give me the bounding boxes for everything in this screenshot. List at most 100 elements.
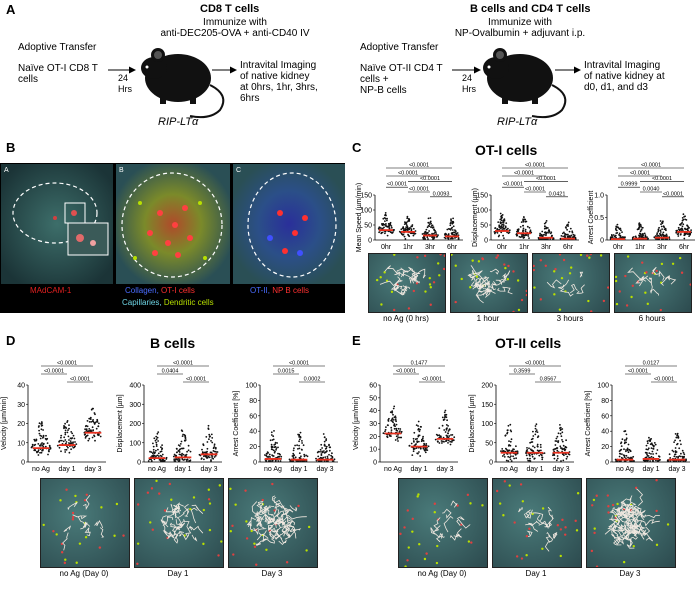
data-point	[531, 455, 534, 458]
data-point	[69, 437, 72, 440]
data-point	[677, 435, 680, 438]
data-point	[385, 426, 387, 428]
data-point	[413, 431, 416, 434]
data-point	[415, 447, 418, 449]
data-point	[638, 225, 641, 228]
data-point	[395, 420, 397, 423]
data-point	[446, 419, 448, 422]
data-point	[447, 430, 450, 432]
cell	[471, 259, 474, 262]
data-point	[620, 456, 623, 459]
data-point	[529, 457, 531, 460]
cell	[496, 254, 500, 257]
cell	[641, 261, 644, 264]
data-point	[64, 429, 67, 432]
cd8-imaging: Intravital Imaging of native kidney at 0…	[240, 60, 318, 104]
cell-track	[72, 514, 88, 520]
data-point	[675, 456, 678, 458]
cell	[407, 307, 411, 310]
data-point	[182, 447, 185, 450]
data-point	[333, 458, 336, 461]
data-point	[536, 436, 539, 439]
cell	[508, 484, 511, 487]
cell-track	[268, 527, 280, 540]
data-point	[556, 449, 559, 452]
cell-track	[604, 522, 616, 535]
data-point	[298, 438, 301, 441]
data-point	[184, 458, 186, 461]
bcd4-imaging: Intravital Imaging of native kidney at d…	[584, 60, 665, 93]
data-point	[65, 427, 68, 429]
p-value-label: <0.0001	[525, 361, 545, 367]
cell	[544, 264, 548, 267]
panel-d-title: B cells	[150, 335, 196, 351]
cell	[404, 565, 407, 567]
cell	[602, 299, 606, 303]
x-tick-label: 3hr	[425, 244, 436, 251]
data-point	[683, 237, 686, 240]
data-point	[524, 234, 526, 237]
cell	[438, 274, 441, 277]
cell	[495, 489, 499, 493]
data-point	[682, 451, 685, 454]
ot1-cluster	[133, 201, 207, 260]
data-point	[676, 443, 678, 446]
x-tick-label: day 3	[316, 466, 333, 473]
cell	[71, 511, 75, 515]
y-tick-label: 100	[481, 421, 493, 428]
data-point	[399, 430, 401, 432]
mouse-icon	[141, 48, 225, 119]
cell	[659, 308, 663, 312]
data-point	[41, 444, 44, 447]
data-point	[84, 428, 86, 431]
data-point	[562, 444, 565, 447]
data-point	[444, 413, 447, 416]
data-point	[319, 448, 322, 451]
cell-track	[502, 270, 511, 279]
data-point	[276, 456, 279, 459]
data-point	[277, 446, 279, 449]
x-tick-label: day 3	[200, 466, 217, 473]
y-tick-label: 50	[480, 223, 488, 230]
x-tick-label: day 3	[668, 466, 685, 473]
cell	[307, 525, 311, 529]
data-point	[532, 430, 534, 433]
cell	[261, 498, 264, 502]
cell-track	[613, 535, 622, 546]
cell-track	[409, 276, 416, 284]
cell	[606, 286, 609, 289]
data-point	[559, 424, 561, 426]
cell	[587, 299, 590, 303]
cell-track	[99, 527, 105, 538]
data-point	[30, 446, 33, 449]
y-tick-label: 100	[129, 440, 141, 447]
cell	[245, 520, 248, 523]
data-point	[644, 234, 647, 237]
data-point	[683, 234, 686, 237]
y-tick-label: 100	[476, 208, 488, 215]
data-point	[322, 433, 325, 435]
data-point	[84, 437, 87, 439]
data-point	[420, 440, 423, 443]
data-point	[186, 450, 189, 453]
data-point	[625, 457, 627, 460]
data-point	[409, 227, 412, 229]
data-point	[681, 221, 683, 224]
cell-track	[617, 527, 627, 532]
data-point	[419, 447, 422, 450]
cell	[616, 502, 619, 506]
data-point	[378, 231, 380, 234]
data-point	[319, 450, 321, 453]
x-tick-label: 6hr	[679, 244, 690, 251]
legend-collagen: Collagen,	[125, 286, 159, 295]
data-point	[503, 227, 505, 230]
data-point	[325, 439, 327, 442]
data-point	[503, 237, 505, 239]
data-point	[655, 459, 657, 462]
data-point	[568, 236, 571, 238]
data-point	[650, 455, 653, 458]
cell	[231, 524, 234, 528]
data-point	[683, 453, 686, 456]
data-point	[299, 436, 302, 439]
cell-track	[626, 515, 639, 526]
